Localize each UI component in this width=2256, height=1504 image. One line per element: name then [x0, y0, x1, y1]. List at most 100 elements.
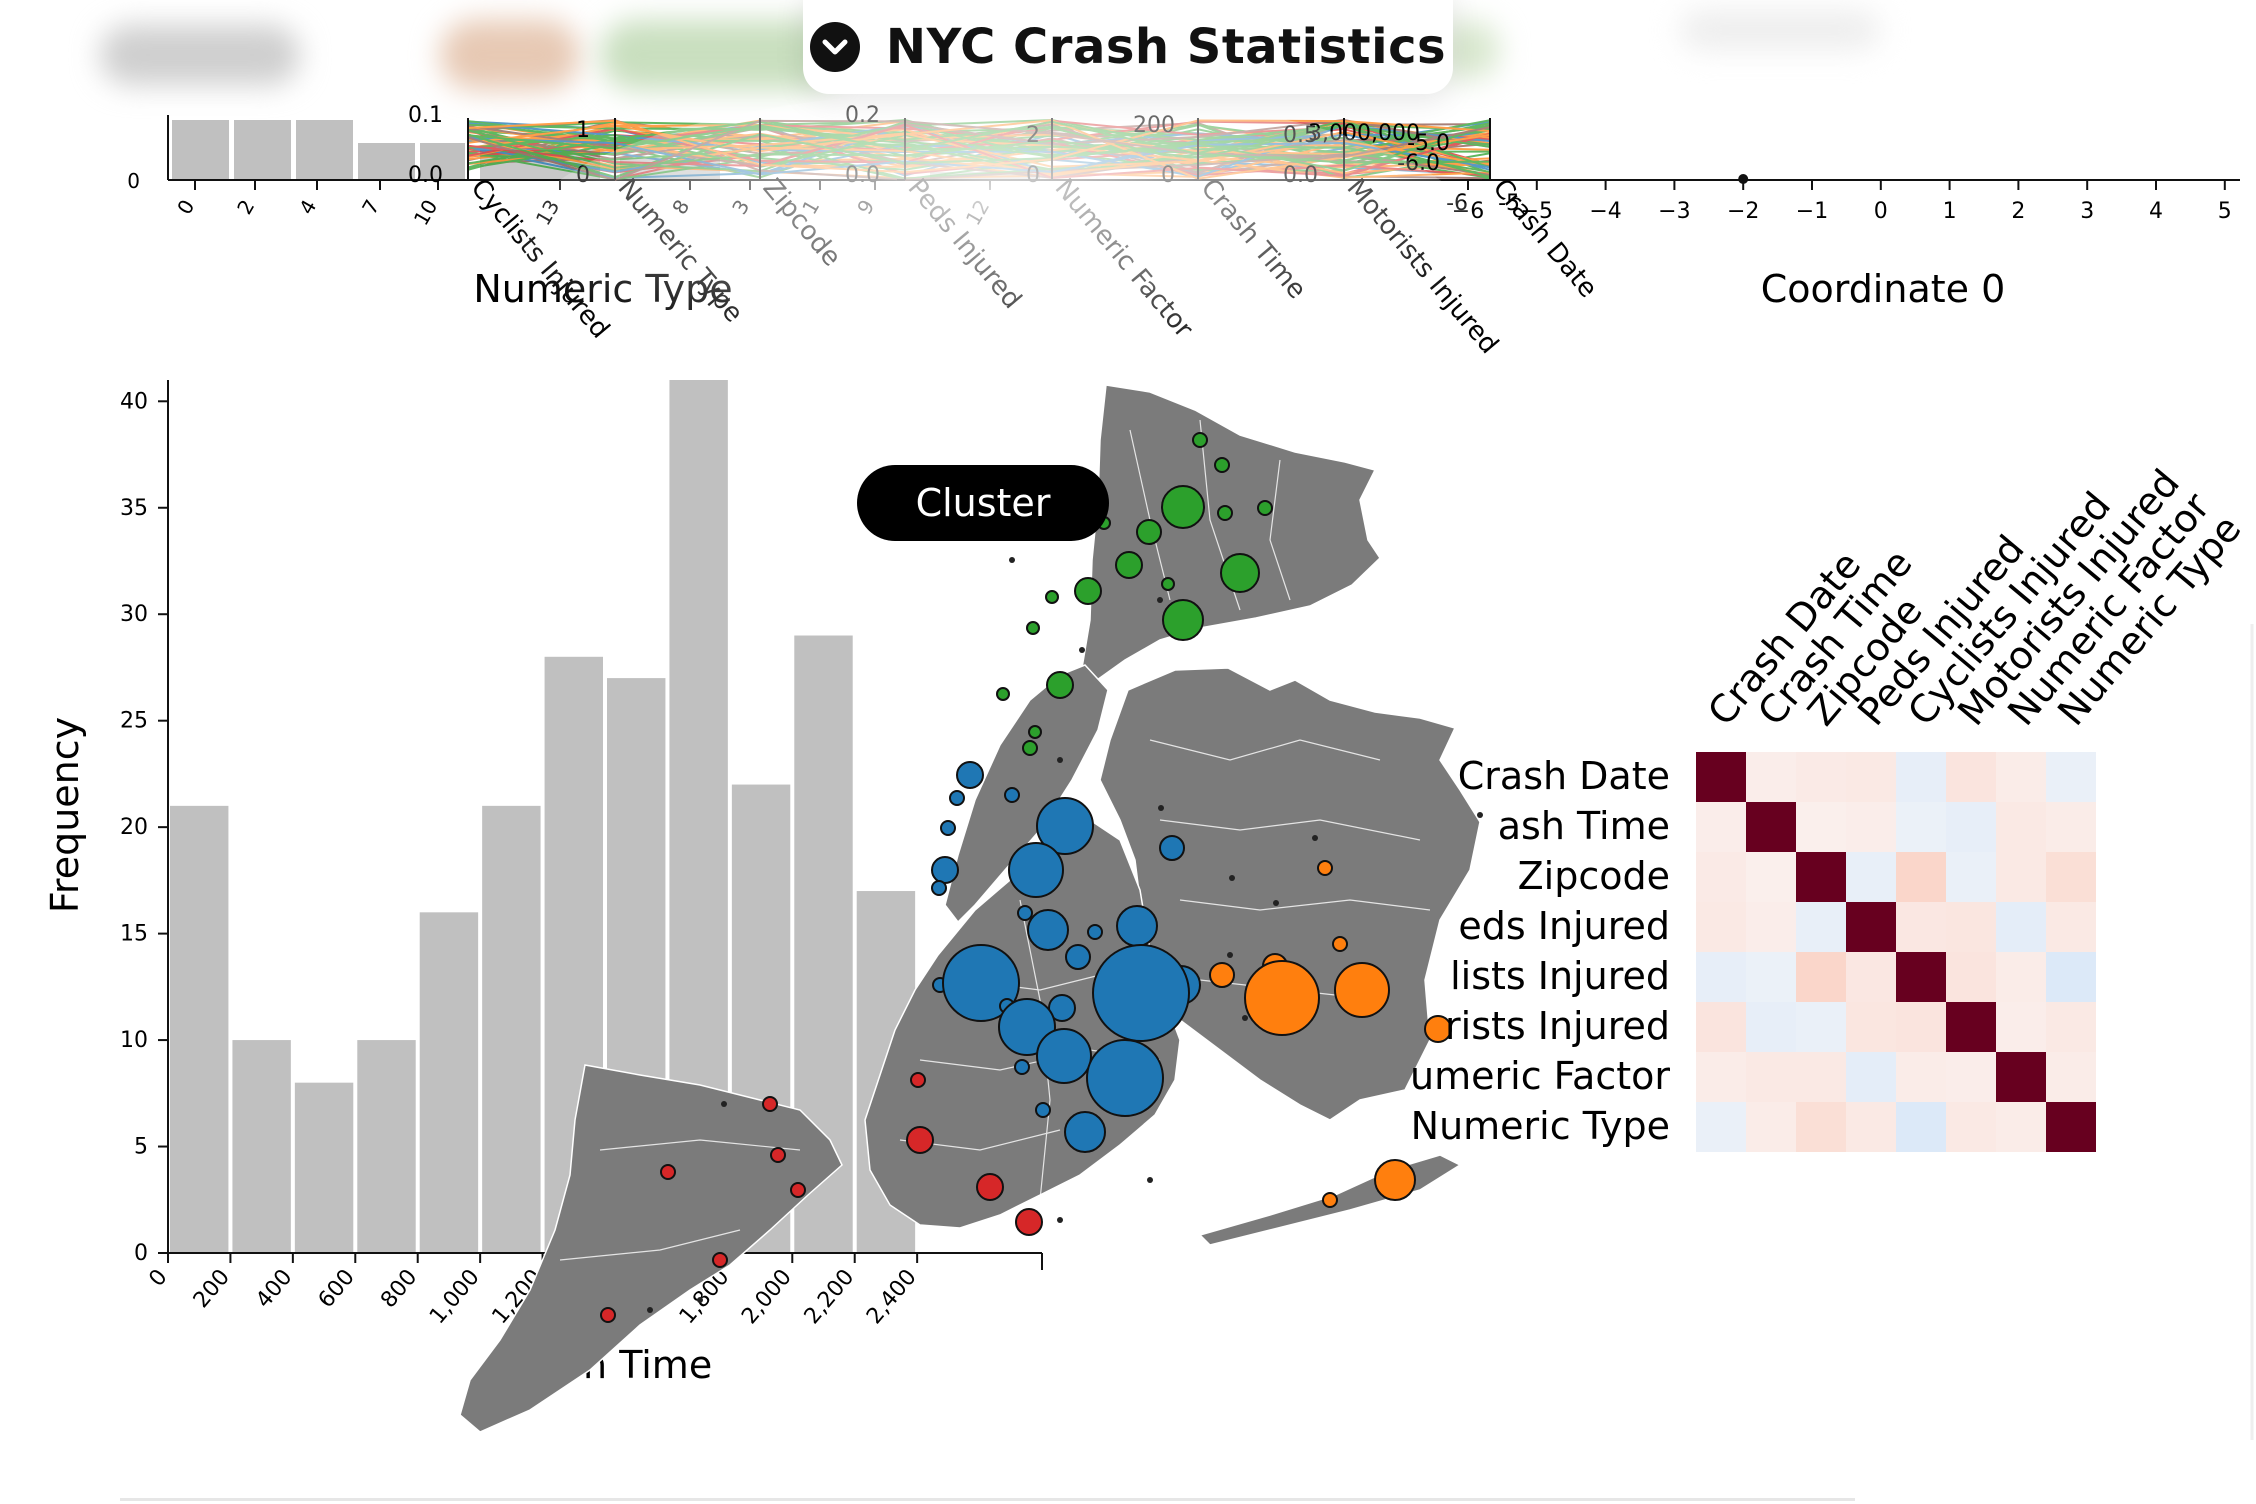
corr-row-label: ash Time [1498, 804, 1670, 848]
corr-cell [1996, 1002, 2046, 1052]
corr-cell [2046, 1002, 2096, 1052]
histogram-bar [357, 1040, 416, 1253]
coord-tick-label: 1 [1943, 199, 1957, 224]
title-bar: NYC Crash Statistics [803, 0, 1453, 94]
corr-cell [1946, 1002, 1996, 1052]
corr-row-label: Zipcode [1518, 854, 1670, 898]
cluster-point [949, 790, 965, 806]
map-marker-dot [647, 1307, 653, 1313]
x-tick-label: 2 [232, 196, 259, 219]
map-marker-dot [1312, 835, 1318, 841]
coord-tick-label: 3 [2080, 199, 2094, 224]
coordinate-point [1738, 174, 1749, 184]
chevron-down-icon[interactable] [809, 22, 860, 72]
cluster-point [1064, 1111, 1106, 1153]
corr-cell [2046, 852, 2096, 902]
blurred-block [600, 20, 840, 90]
corr-cell [1846, 952, 1896, 1002]
y-tick-label: 10 [120, 1028, 148, 1053]
y-tick-label: 40 [120, 389, 148, 414]
x-tick-label: 10 [409, 196, 443, 230]
corr-cell [1696, 1102, 1746, 1152]
cluster-point [1220, 553, 1260, 593]
blurred-block [440, 20, 580, 90]
cluster-point [1017, 905, 1033, 921]
y-tick-label: 30 [120, 602, 148, 627]
cluster-point [1074, 577, 1102, 605]
divider [120, 1498, 1855, 1501]
corr-cell [1896, 1002, 1946, 1052]
map-marker-dot [1273, 900, 1279, 906]
corr-cell [1796, 802, 1846, 852]
y-tick-label: 25 [120, 709, 148, 734]
coord-tick-label: 0 [1874, 199, 1888, 224]
y-tick-label: 0 [134, 1241, 148, 1266]
corr-cell [1796, 1102, 1846, 1152]
x-tick-label: 1,000 [425, 1265, 485, 1329]
x-tick-label: 0 [172, 196, 199, 219]
y-tick-label: 0 [127, 169, 140, 193]
cluster-point [942, 944, 1020, 1022]
corr-cell [1746, 1002, 1796, 1052]
x-tick-label: 4 [294, 196, 321, 219]
cluster-point [1035, 1102, 1051, 1118]
corr-cell [1796, 752, 1846, 802]
cluster-point [976, 1173, 1004, 1201]
corr-cell [2046, 1052, 2096, 1102]
borough-manhattan [944, 664, 1109, 924]
pc-tick-label: 0.0 [408, 163, 443, 188]
cluster-point [1161, 485, 1205, 529]
histogram-bar [232, 1040, 291, 1253]
cluster-point [1014, 1059, 1030, 1075]
corr-cell [1746, 952, 1796, 1002]
corr-cell [1846, 852, 1896, 902]
corr-cell [1946, 852, 1996, 902]
histogram-bar [170, 805, 229, 1253]
cluster-point [1022, 740, 1038, 756]
corr-row-label: rists Injured [1445, 1004, 1670, 1048]
cluster-point [1036, 797, 1094, 855]
y-tick-label: 20 [120, 815, 148, 840]
cluster-button[interactable]: Cluster [857, 465, 1109, 541]
cluster-point [1026, 621, 1040, 635]
coord-tick-label: 4 [2149, 199, 2163, 224]
cluster-point [1045, 590, 1059, 604]
cluster-point [1217, 505, 1233, 521]
map-marker-dot [1157, 597, 1163, 603]
corr-cell [1946, 902, 1996, 952]
cluster-point [1008, 842, 1064, 898]
corr-cell [1896, 802, 1946, 852]
cluster-point [996, 687, 1010, 701]
x-tick-label: 2,000 [737, 1265, 797, 1329]
cluster-point [770, 1147, 786, 1163]
coord-tick-label: −5 [1521, 199, 1553, 224]
cluster-point [1334, 962, 1390, 1018]
corr-row-label: Crash Date [1458, 754, 1670, 798]
corr-row-label: lists Injured [1450, 954, 1670, 998]
cluster-point [1015, 1208, 1043, 1236]
page-title: NYC Crash Statistics [885, 19, 1447, 75]
corr-cell [1846, 902, 1896, 952]
corr-cell [2046, 802, 2096, 852]
cluster-point [1159, 835, 1185, 861]
corr-cell [1746, 752, 1796, 802]
cluster-point [600, 1307, 616, 1323]
cluster-point [1322, 1192, 1338, 1208]
corr-cell [1946, 1052, 1996, 1102]
borough-bronx [1081, 384, 1381, 681]
map-marker-dot [1057, 757, 1063, 763]
corr-cell [1696, 752, 1746, 802]
corr-cell [1746, 852, 1796, 902]
cluster-point [1087, 924, 1103, 940]
corr-cell [1846, 1052, 1896, 1102]
cluster-points [600, 432, 1483, 1323]
x-tick-label: 2,400 [862, 1265, 922, 1329]
corr-cell [1946, 802, 1996, 852]
bar [172, 120, 229, 180]
cluster-point [931, 880, 947, 896]
x-tick-label: 800 [376, 1265, 422, 1313]
corr-row-label: Numeric Type [1411, 1104, 1670, 1148]
corr-cell [1996, 752, 2046, 802]
